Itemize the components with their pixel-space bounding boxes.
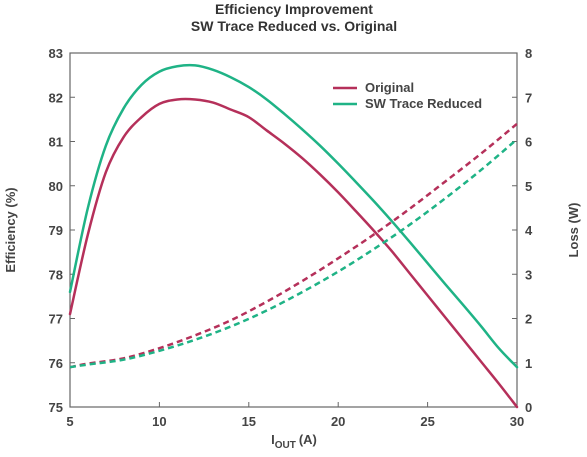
x-tick-label: 5: [66, 414, 73, 429]
y-left-tick-label: 81: [49, 135, 63, 150]
y-left-tick-label: 75: [49, 400, 63, 415]
y-right-tick-label: 2: [525, 312, 532, 327]
y-left-tick-label: 77: [49, 312, 63, 327]
y-right-axis-ticks: 0 1 2 3 4 5 6 7 8: [512, 46, 533, 415]
y-right-tick-label: 6: [525, 135, 532, 150]
y-right-axis-title: Loss (W): [566, 203, 581, 258]
y-right-tick-label: 4: [525, 223, 533, 238]
y-left-tick-label: 79: [49, 223, 63, 238]
x-tick-label: 20: [331, 414, 345, 429]
series-line-sw-trace-reduced-loss: [69, 138, 518, 369]
legend-label-sw-trace-reduced: SW Trace Reduced: [365, 96, 482, 111]
y-left-tick-label: 80: [49, 179, 63, 194]
x-axis-title-subscript: OUT: [275, 440, 296, 451]
x-axis-title: IOUT (A): [271, 432, 317, 451]
series-line-sw-trace-reduced: [68, 63, 519, 369]
y-left-tick-label: 82: [49, 90, 63, 105]
y-right-tick-label: 3: [525, 267, 532, 282]
x-axis-title-main: I: [271, 432, 275, 447]
y-right-tick-label: 8: [525, 46, 532, 61]
series-layer: [68, 63, 519, 409]
chart-subtitle: SW Trace Reduced vs. Original: [191, 18, 397, 34]
x-axis-ticks: 5 10 15 20 25 30: [66, 402, 524, 429]
x-tick-label: 30: [510, 414, 524, 429]
x-tick-label: 10: [152, 414, 166, 429]
y-left-tick-label: 78: [49, 267, 63, 282]
y-right-tick-label: 1: [525, 356, 532, 371]
y-right-tick-label: 0: [525, 400, 532, 415]
y-left-tick-label: 76: [49, 356, 63, 371]
y-left-axis-ticks: 75 76 77 78 79 80 81 82 83: [49, 46, 75, 415]
y-right-tick-label: 5: [525, 179, 532, 194]
y-right-tick-label: 7: [525, 90, 532, 105]
x-axis-title-unit: (A): [299, 432, 317, 447]
y-left-axis-title: Efficiency (%): [3, 187, 18, 272]
x-tick-label: 25: [420, 414, 434, 429]
legend-label-original: Original: [365, 80, 414, 95]
legend: Original SW Trace Reduced: [333, 80, 482, 111]
x-tick-label: 15: [242, 414, 256, 429]
series-line-original-loss: [69, 122, 518, 369]
series-line-original: [68, 97, 519, 409]
y-left-tick-label: 83: [49, 46, 63, 61]
chart-title: Efficiency Improvement: [215, 1, 373, 17]
